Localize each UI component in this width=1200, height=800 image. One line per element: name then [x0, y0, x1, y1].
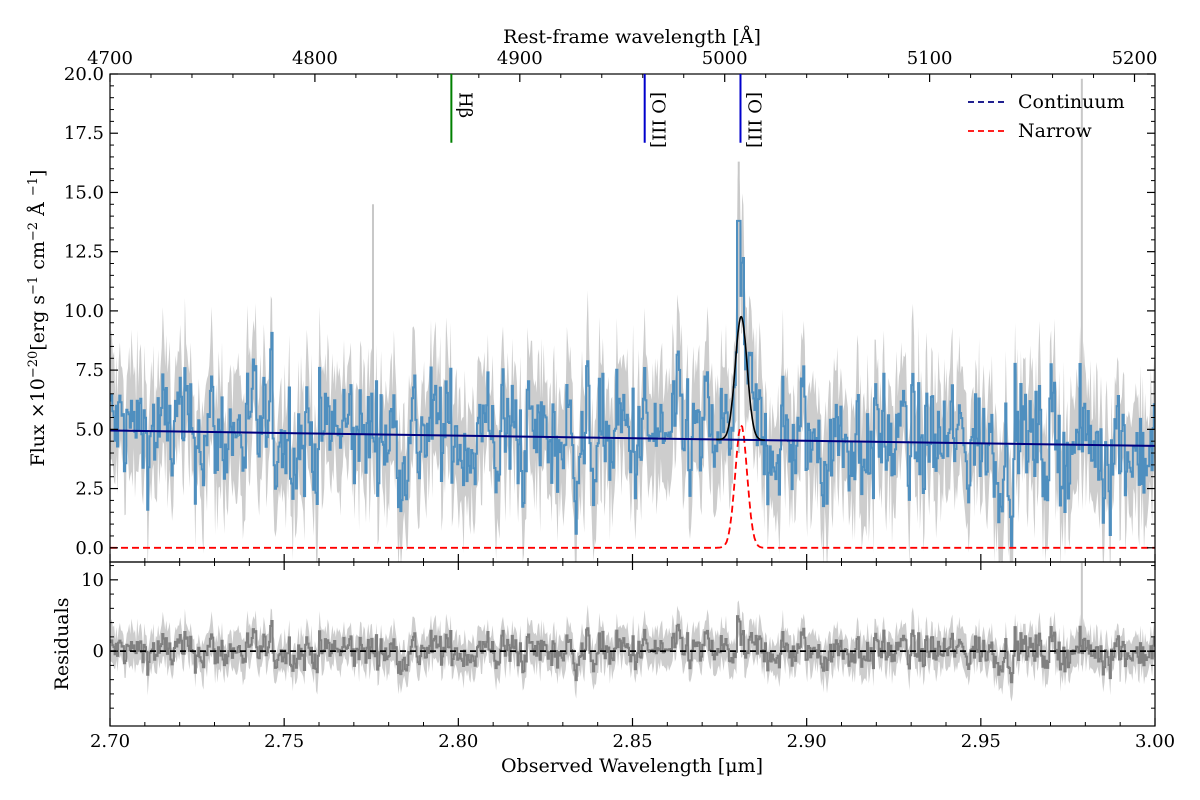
line-marker-label-1: [O III]	[648, 92, 669, 148]
y-tick-label: 10.0	[64, 301, 104, 322]
emission-line-markers: Hβ [O III] [O III]	[450, 74, 764, 148]
top-axis-label: Rest-frame wavelength [Å]	[503, 26, 761, 48]
legend[interactable]: Continuum Narrow	[968, 91, 1125, 142]
top-tick-label: 5200	[1112, 48, 1158, 69]
line-marker-label-0: Hβ	[454, 92, 475, 118]
top-tick-label: 4900	[497, 48, 543, 69]
y-tick-label: 12.5	[64, 242, 104, 263]
residual-plot-area	[110, 562, 1155, 702]
top-tick-label: 5000	[702, 48, 748, 69]
x-tick-label: 2.80	[438, 731, 478, 752]
y-tick-label: 17.5	[64, 123, 104, 144]
x-tick-label: 2.90	[787, 731, 827, 752]
line-marker-label-2: [O III]	[743, 92, 764, 148]
flux-uncertainty-band	[110, 163, 1155, 562]
main-plot-area	[110, 78, 1155, 562]
residual-y-axis-label: Residuals	[51, 598, 73, 691]
y-tick-label: 20.0	[64, 64, 104, 85]
x-axis-label: Observed Wavelength [μm]	[501, 755, 763, 777]
y-tick-label: 15.0	[64, 182, 104, 203]
top-tick-label: 4800	[292, 48, 338, 69]
main-y-axis-label: Flux ×10−20[erg s−1 cm−2 Å −1]	[26, 170, 49, 467]
continuum-line	[110, 429, 1155, 447]
y-tick-label: 2.5	[75, 479, 104, 500]
narrow-component-line	[110, 424, 1155, 549]
x-tick-label: 2.70	[90, 731, 130, 752]
top-tick-label: 5100	[907, 48, 953, 69]
res-y-tick-label: 10	[81, 570, 104, 591]
x-tick-label: 2.75	[264, 731, 304, 752]
y-tick-label: 7.5	[75, 360, 104, 381]
residual-panel: 2.70 2.75 2.80 2.85 2.90 2.95 3.00 0 10 Residual…	[51, 561, 1175, 777]
top-tick-label: 4700	[87, 48, 133, 69]
residual-step-line	[110, 615, 1155, 684]
legend-label-0: Continuum	[1018, 91, 1125, 113]
x-tick-label: 3.00	[1135, 731, 1175, 752]
residual-axes: 2.70 2.75 2.80 2.85 2.90 2.95 3.00 0 10	[81, 562, 1175, 752]
flux-step-line	[110, 219, 1155, 549]
y-tick-label: 0.0	[75, 538, 104, 559]
res-y-tick-label: 0	[93, 641, 104, 662]
legend-label-1: Narrow	[1018, 120, 1093, 142]
y-tick-label: 5.0	[75, 419, 104, 440]
x-tick-label: 2.95	[961, 731, 1001, 752]
total-model-line	[716, 315, 765, 441]
x-tick-label: 2.85	[612, 731, 652, 752]
